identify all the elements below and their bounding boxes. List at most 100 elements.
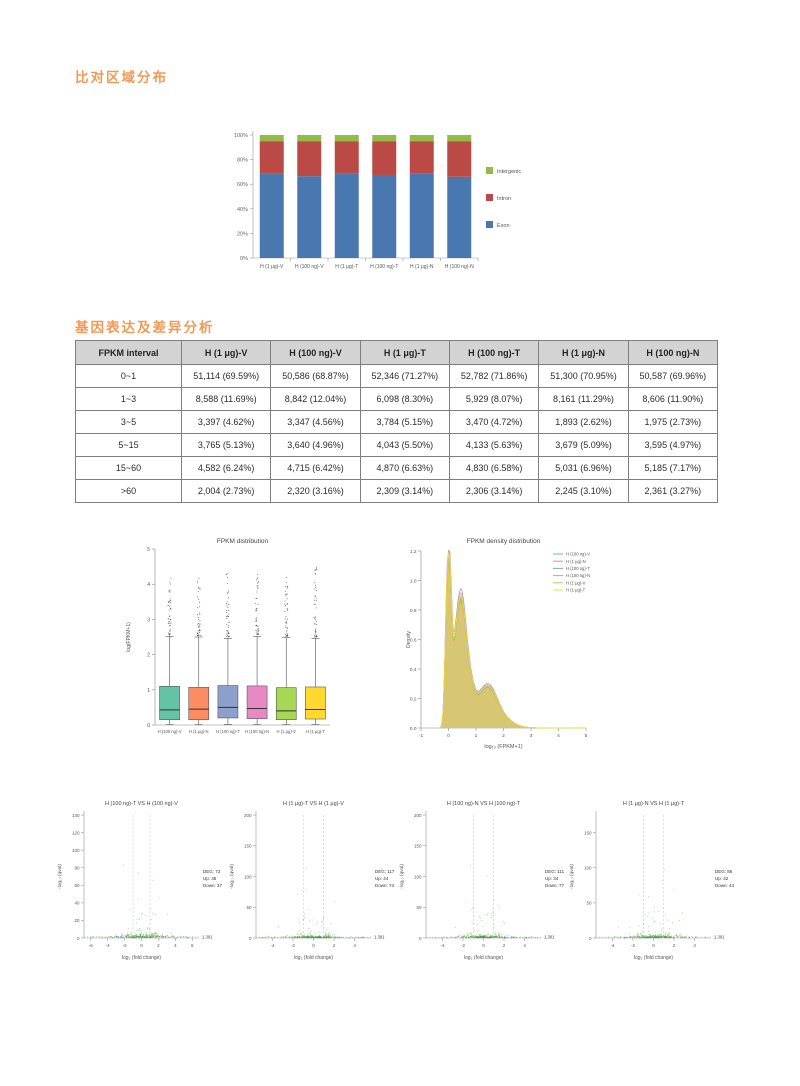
- table-cell: 2,361 (3.27%): [627, 479, 719, 503]
- svg-text:100: 100: [72, 848, 80, 853]
- bar-segment-intergenic: [297, 135, 322, 142]
- svg-text:20: 20: [74, 918, 80, 923]
- table-cell: 3,765 (5.13%): [180, 433, 272, 457]
- svg-text:50: 50: [416, 905, 422, 910]
- svg-text:DEG: 86: DEG: 86: [715, 869, 733, 874]
- svg-text:1.301: 1.301: [544, 935, 555, 940]
- legend-item-exon: Exon: [486, 221, 510, 229]
- fpkm-interval-table-wrap: FPKM interval H (1 μg)-V H (100 ng)-V H (1 …: [75, 340, 719, 503]
- density-legend-item: H (100 ng)-T: [553, 566, 590, 571]
- svg-text:-log₁₀ (qval): -log₁₀ (qval): [57, 864, 63, 889]
- table-cell: 2,320 (3.16%): [270, 479, 361, 503]
- svg-text:6: 6: [191, 943, 194, 948]
- svg-text:40%: 40%: [237, 207, 248, 213]
- svg-text:0: 0: [147, 723, 150, 729]
- bar-segment-intron: [409, 141, 434, 174]
- table-cell: 8,606 (11.90%): [627, 387, 719, 411]
- svg-text:Down: 73: Down: 73: [375, 883, 395, 888]
- svg-text:-log₁₀ (qval): -log₁₀ (qval): [399, 864, 405, 889]
- table-cell: 2,004 (2.73%): [180, 479, 272, 503]
- svg-text:0.8: 0.8: [410, 608, 417, 614]
- svg-text:-4: -4: [270, 943, 274, 948]
- svg-text:0: 0: [77, 936, 80, 941]
- svg-text:-1.0: -1.0: [296, 932, 303, 936]
- svg-text:log₂ (fold change): log₂ (fold change): [464, 955, 504, 961]
- svg-text:H (1 μg)-V: H (1 μg)-V: [260, 264, 284, 270]
- table-cell: 50,587 (69.96%): [627, 364, 719, 388]
- svg-text:1: 1: [147, 688, 150, 694]
- svg-text:4: 4: [523, 943, 526, 948]
- table-header-cell: H (100 ng)-V: [270, 340, 361, 365]
- svg-text:60: 60: [74, 883, 80, 888]
- volcano-1-svg: H (100 ng)-T VS H (100 ng)-V020406080100…: [57, 801, 223, 961]
- svg-text:0: 0: [652, 943, 655, 948]
- table-cell: 1~3: [75, 387, 182, 411]
- volcano-plot-4: H (1 μg)-N VS H (1 μg)-T 0 50 100 150 -4 -2 0 2 4…: [564, 793, 742, 985]
- table-cell: 3~5: [75, 410, 182, 434]
- table-cell: 3,397 (4.62%): [180, 410, 272, 434]
- svg-text:H (1 μg)-T VS H (1 μg)-V: H (1 μg)-T VS H (1 μg)-V: [283, 801, 344, 807]
- svg-text:1.0: 1.0: [495, 932, 500, 936]
- density-svg: FPKM density distribution 0.0 0.2 0.4 0.6 0.8…: [406, 538, 590, 750]
- svg-text:DEG: 73: DEG: 73: [203, 869, 221, 874]
- svg-text:1.301: 1.301: [202, 934, 213, 939]
- svg-text:50: 50: [586, 901, 592, 906]
- volcano-points: [607, 868, 707, 939]
- svg-text:-4: -4: [440, 943, 444, 948]
- table-cell: 3,640 (4.96%): [270, 433, 361, 457]
- svg-text:Up: 44: Up: 44: [375, 876, 389, 881]
- volcano-plot-3: H (100 ng)-N VS H (100 ng)-T 0 50 100 150 200…: [394, 793, 572, 985]
- svg-text:60%: 60%: [237, 182, 248, 188]
- svg-text:log₂ (fold change): log₂ (fold change): [122, 955, 162, 961]
- svg-text:1.0: 1.0: [325, 932, 330, 936]
- table-cell: 3,784 (5.15%): [359, 410, 450, 434]
- table-cell: 2,245 (3.10%): [538, 479, 629, 503]
- fpkm-table: FPKM interval H (1 μg)-V H (100 ng)-V H (1 …: [75, 340, 719, 503]
- svg-text:Up: 42: Up: 42: [715, 876, 729, 881]
- bar-segment-exon: [297, 176, 322, 258]
- svg-text:-6: -6: [89, 943, 93, 948]
- svg-text:3: 3: [530, 733, 533, 739]
- svg-text:200: 200: [244, 813, 252, 818]
- svg-text:2: 2: [147, 653, 150, 659]
- volcano-points: [90, 864, 194, 939]
- svg-text:H (1 μg)-T: H (1 μg)-T: [306, 729, 326, 734]
- section-heading-expression: 基因表达及差异分析: [75, 320, 215, 335]
- svg-text:H (1 μg)-N: H (1 μg)-N: [566, 559, 586, 564]
- density-legend-item: H (100 ng)-N: [553, 573, 590, 578]
- boxplot-box: [246, 574, 268, 725]
- table-cell: 2,309 (3.14%): [359, 479, 450, 503]
- bar-segment-exon: [334, 173, 359, 258]
- svg-text:-4: -4: [610, 943, 614, 948]
- svg-text:0.0: 0.0: [410, 726, 417, 732]
- svg-text:-4: -4: [106, 943, 110, 948]
- bar-segment-intron: [447, 141, 472, 177]
- table-cell: 51,114 (69.59%): [180, 364, 272, 388]
- table-cell: 5,185 (7.17%): [627, 456, 719, 480]
- stacked-bar-chart-svg: 0% 20% 40% 60% 80% 100% H (1 μg)-V H (100 ng)-V…: [234, 131, 521, 270]
- svg-text:1.301: 1.301: [714, 935, 725, 940]
- svg-text:2: 2: [502, 733, 505, 739]
- table-row: 3~5 3,397 (4.62%) 3,347 (4.56%) 3,784 (5.15…: [75, 410, 719, 434]
- svg-text:H (100 ng)-T VS H (100 ng)-V: H (100 ng)-T VS H (100 ng)-V: [105, 801, 178, 807]
- svg-text:H (1 μg)-T: H (1 μg)-T: [566, 588, 586, 593]
- region-distribution-chart: 0% 20% 40% 60% 80% 100% H (1 μg)-V H (100 ng)-V…: [228, 123, 563, 283]
- table-cell: 4,870 (6.63%): [359, 456, 450, 480]
- table-header-cell: FPKM interval: [75, 340, 182, 365]
- fpkm-density-plot: FPKM density distribution 0.0 0.2 0.4 0.6 0.8…: [403, 533, 668, 758]
- svg-text:0%: 0%: [240, 256, 248, 262]
- svg-text:80: 80: [74, 866, 80, 871]
- svg-text:150: 150: [244, 844, 252, 849]
- svg-text:0: 0: [249, 936, 252, 941]
- boxplot-svg: FPKM distribution 0 1 2 3 4 5 log(FPKM+1) H (100…: [126, 538, 330, 734]
- svg-text:H (100 ng)-N: H (100 ng)-N: [566, 573, 590, 578]
- volcano-3-svg: H (100 ng)-N VS H (100 ng)-T 0 50 100 150 200…: [399, 801, 565, 961]
- svg-text:Density: Density: [406, 631, 412, 648]
- density-legend-item: H (1 μg)-N: [553, 559, 586, 564]
- svg-text:1.301: 1.301: [374, 935, 385, 940]
- svg-text:150: 150: [414, 844, 422, 849]
- table-row: >60 2,004 (2.73%) 2,320 (3.16%) 2,309 (3.14…: [75, 479, 719, 503]
- bar-segment-intron: [334, 141, 359, 174]
- svg-text:4: 4: [693, 943, 696, 948]
